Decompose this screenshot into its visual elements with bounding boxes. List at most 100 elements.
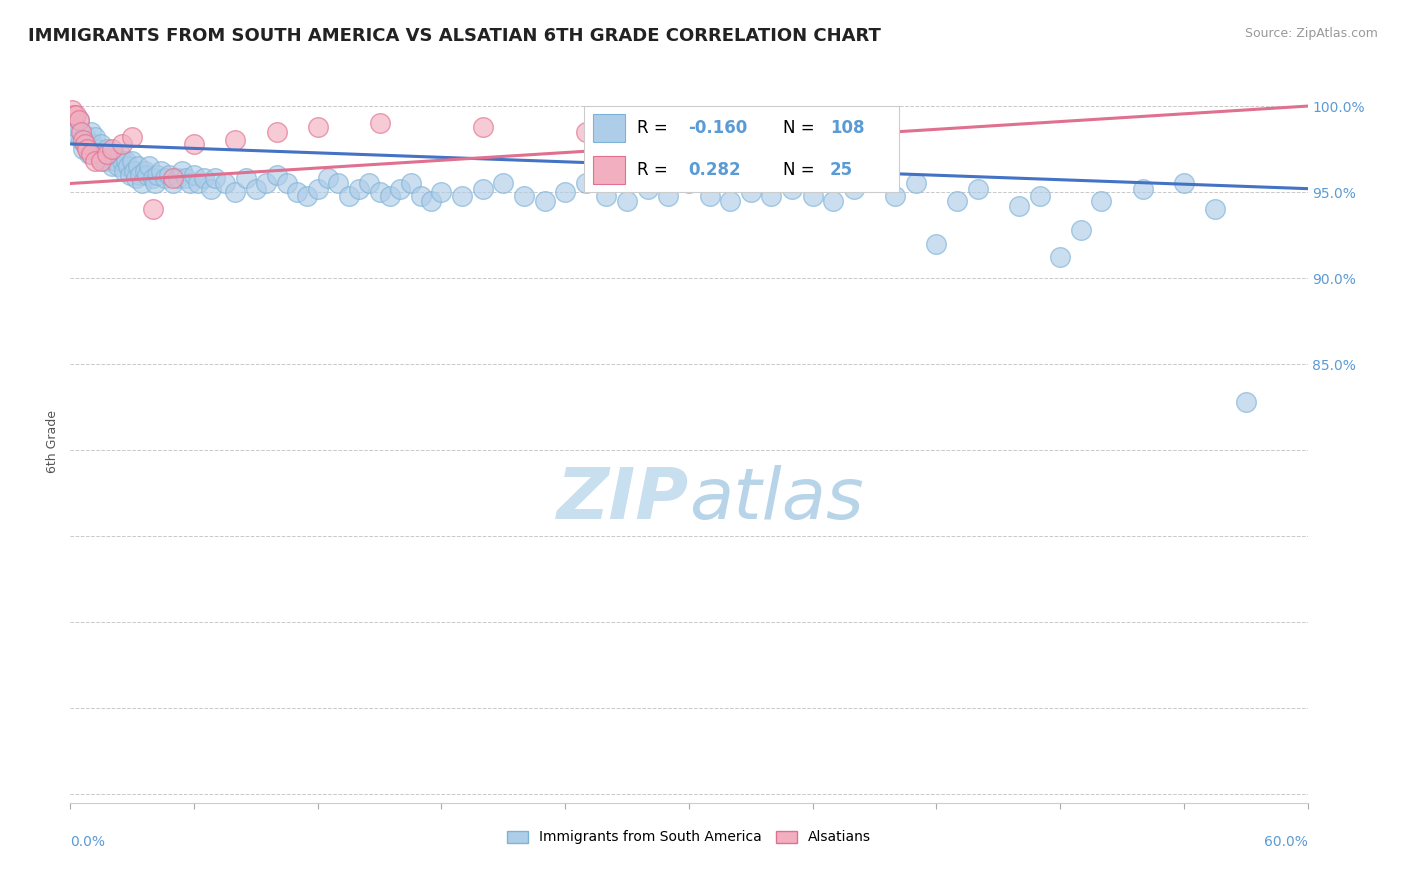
- Point: [143, 177, 166, 191]
- Point: [193, 171, 215, 186]
- Point: [378, 188, 401, 202]
- Point: [67, 112, 90, 127]
- Point: [134, 164, 156, 178]
- Point: [904, 177, 927, 191]
- Point: [761, 188, 783, 202]
- Point: [718, 194, 741, 208]
- Point: [108, 147, 131, 161]
- Point: [740, 185, 762, 199]
- Point: [84, 130, 107, 145]
- Point: [90, 154, 112, 169]
- Point: [76, 142, 98, 156]
- Text: atlas: atlas: [689, 465, 863, 533]
- Text: 0.0%: 0.0%: [70, 835, 105, 849]
- Point: [82, 136, 104, 151]
- Point: [69, 125, 91, 139]
- Point: [678, 177, 700, 191]
- Point: [925, 236, 948, 251]
- Point: [359, 177, 381, 191]
- Point: [111, 154, 134, 169]
- Point: [73, 136, 96, 151]
- Point: [72, 142, 94, 156]
- Point: [471, 120, 494, 134]
- Point: [90, 136, 112, 151]
- Point: [183, 168, 205, 182]
- Point: [170, 164, 193, 178]
- Point: [1204, 202, 1226, 217]
- Point: [1008, 199, 1031, 213]
- Point: [368, 116, 391, 130]
- Point: [884, 188, 907, 202]
- Point: [575, 177, 598, 191]
- Point: [1049, 251, 1071, 265]
- Point: [1132, 182, 1154, 196]
- Y-axis label: 6th Grade: 6th Grade: [46, 410, 59, 473]
- Point: [307, 182, 329, 196]
- Point: [823, 194, 845, 208]
- Point: [266, 125, 288, 139]
- Point: [235, 171, 257, 186]
- Point: [492, 177, 515, 191]
- Text: ZIP: ZIP: [557, 465, 689, 533]
- Point: [98, 151, 121, 165]
- Point: [451, 188, 474, 202]
- Point: [409, 188, 432, 202]
- Point: [316, 171, 339, 186]
- Point: [179, 177, 201, 191]
- Point: [60, 103, 83, 117]
- Point: [554, 185, 576, 199]
- Point: [60, 116, 83, 130]
- Point: [153, 171, 176, 186]
- Point: [142, 171, 165, 186]
- Point: [111, 136, 134, 151]
- Legend: Immigrants from South America, Alsatians: Immigrants from South America, Alsatians: [502, 825, 876, 850]
- Point: [399, 177, 422, 191]
- Point: [94, 154, 117, 169]
- Point: [200, 182, 222, 196]
- Point: [84, 154, 107, 169]
- Point: [117, 159, 139, 173]
- Point: [420, 194, 443, 208]
- Point: [863, 171, 886, 186]
- Point: [127, 159, 149, 173]
- Point: [224, 185, 246, 199]
- Point: [69, 133, 91, 147]
- Point: [966, 182, 988, 196]
- Point: [337, 188, 360, 202]
- Point: [107, 159, 129, 173]
- Point: [120, 168, 142, 182]
- Point: [96, 142, 118, 156]
- Point: [166, 171, 188, 186]
- Point: [204, 171, 226, 186]
- Point: [76, 136, 98, 151]
- Text: IMMIGRANTS FROM SOUTH AMERICA VS ALSATIAN 6TH GRADE CORRELATION CHART: IMMIGRANTS FROM SOUTH AMERICA VS ALSATIA…: [28, 27, 882, 45]
- Point: [389, 182, 412, 196]
- Point: [112, 164, 135, 178]
- Point: [1090, 194, 1112, 208]
- Point: [368, 185, 391, 199]
- Point: [297, 188, 319, 202]
- Point: [162, 171, 184, 186]
- Point: [65, 120, 87, 134]
- Point: [80, 125, 103, 139]
- Point: [63, 108, 86, 122]
- Point: [115, 154, 138, 169]
- Point: [142, 202, 165, 217]
- Point: [162, 177, 184, 191]
- Point: [1028, 188, 1050, 202]
- Point: [266, 168, 288, 182]
- Point: [224, 133, 246, 147]
- Point: [146, 168, 169, 182]
- Point: [307, 120, 329, 134]
- Point: [637, 182, 659, 196]
- Point: [65, 108, 87, 122]
- Point: [254, 177, 277, 191]
- Point: [72, 133, 94, 147]
- Text: 60.0%: 60.0%: [1264, 835, 1308, 849]
- Point: [121, 130, 143, 145]
- Point: [135, 168, 157, 182]
- Point: [103, 147, 125, 161]
- Point: [150, 164, 173, 178]
- Point: [174, 171, 197, 186]
- Point: [780, 182, 803, 196]
